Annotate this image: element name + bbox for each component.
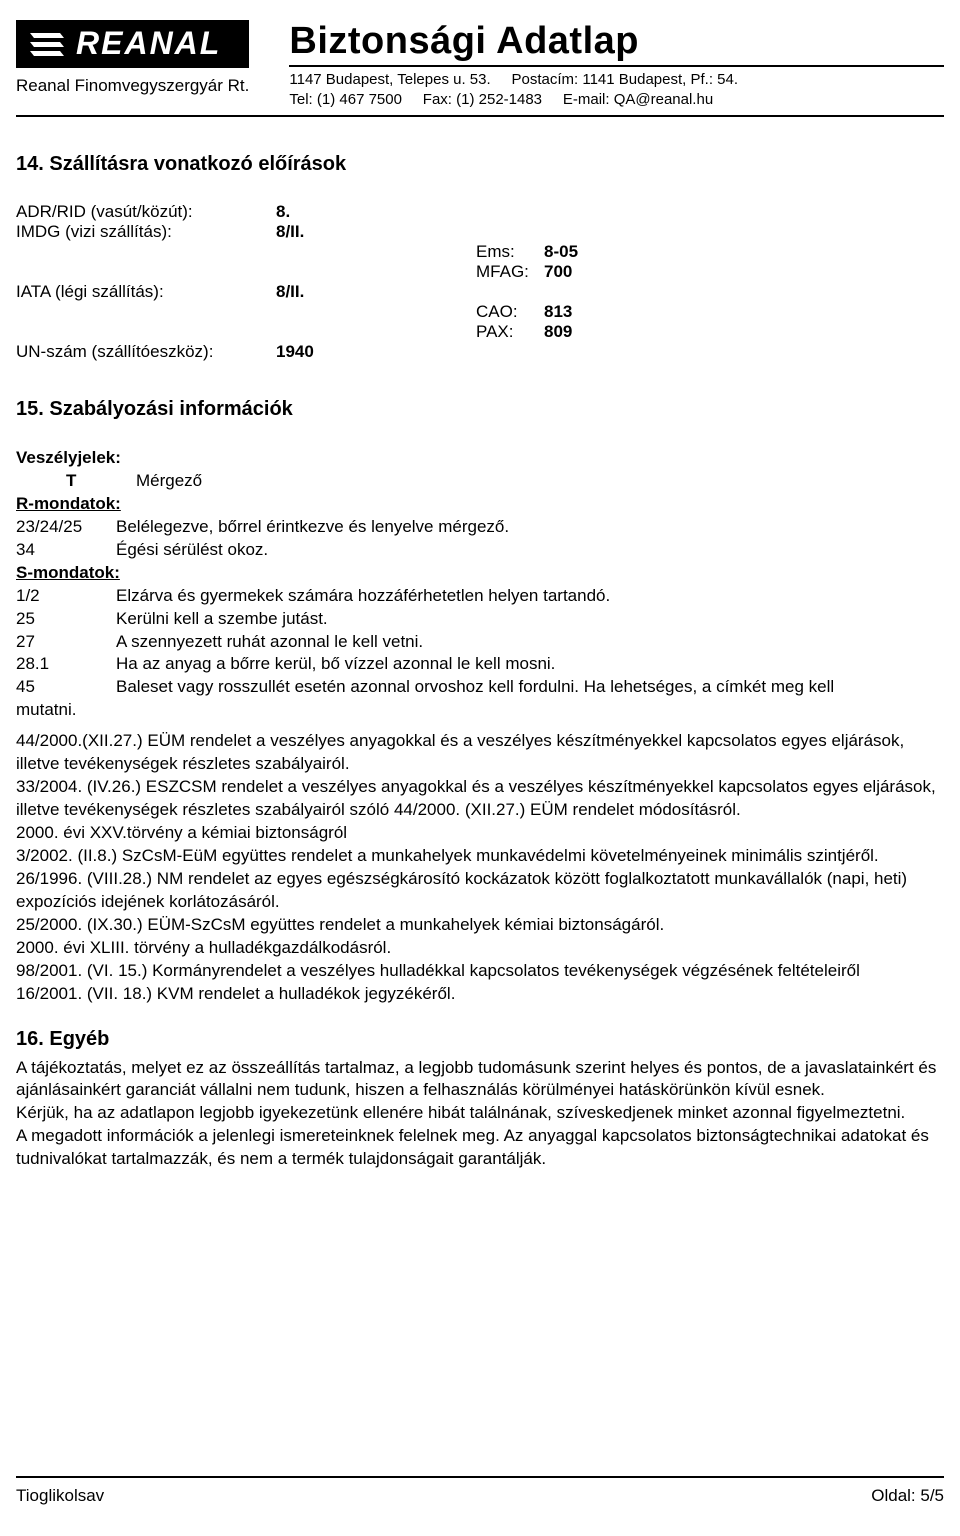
s-code: 25 [16,608,116,631]
tr-label: UN-szám (szállítóeszköz): [16,342,276,362]
header-right: Biztonsági Adatlap 1147 Budapest, Telepe… [289,20,944,109]
fax: Fax: (1) 252-1483 [423,91,542,108]
tr-row-un: UN-szám (szállítóeszköz): 1940 [16,342,944,362]
s-row: 28.1 Ha az anyag a bőrre kerül, bő vízze… [16,653,944,676]
doc-title: Biztonsági Adatlap [289,20,944,63]
tr-row-adr: ADR/RID (vasút/közút): 8. [16,202,944,222]
s-code: 28.1 [16,653,116,676]
tr-value: 8/II. [276,222,476,242]
title-underline [289,65,944,67]
s-row: 1/2 Elzárva és gyermekek számára hozzáfé… [16,585,944,608]
r-text: Égési sérülést okoz. [116,539,944,562]
addr1b: Postacím: 1141 Budapest, Pf.: 54. [512,71,739,88]
tr-key: MFAG: [476,262,544,282]
tr-kv-mfag: MFAG: 700 [476,262,944,282]
s-label: S-mondatok: [16,562,944,585]
company-name: Reanal Finomvegyszergyár Rt. [16,76,249,96]
tel: Tel: (1) 467 7500 [289,91,402,108]
regulation-line: 3/2002. (II.8.) SzCsM-EüM együttes rende… [16,845,944,868]
r-code: 34 [16,539,116,562]
tr-label: IMDG (vizi szállítás): [16,222,276,242]
regulation-line: 33/2004. (IV.26.) ESZCSM rendelet a vesz… [16,776,944,822]
tr-kv-pax: PAX: 809 [476,322,944,342]
footer-left: Tioglikolsav [16,1486,104,1506]
regulation-line: 44/2000.(XII.27.) EÜM rendelet a veszély… [16,730,944,776]
tr-value: 8. [276,202,476,222]
section-16-title: 16. Egyéb [16,1028,944,1051]
logo: REANAL [16,20,249,68]
tr-kv-ems: Ems: 8-05 [476,242,944,262]
s16-para: A tájékoztatás, melyet ez az összeállítá… [16,1057,944,1103]
r-label: R-mondatok: [16,493,944,516]
regulation-line: 25/2000. (IX.30.) EÜM-SzCsM együttes ren… [16,914,944,937]
section-14-title: 14. Szállításra vonatkozó előírások [16,153,944,176]
s-text: Baleset vagy rosszullét esetén azonnal o… [116,676,944,699]
regulation-line: 2000. évi XXV.törvény a kémiai biztonság… [16,822,944,845]
footer: Tioglikolsav Oldal: 5/5 [16,1476,944,1506]
s-code: 1/2 [16,585,116,608]
tr-key: PAX: [476,322,544,342]
s16-para: A megadott információk a jelenlegi ismer… [16,1125,944,1171]
hazard-block: Veszélyjelek: T Mérgező R-mondatok: 23/2… [16,447,944,1006]
section-16-body: A tájékoztatás, melyet ez az összeállítá… [16,1057,944,1172]
header-contact: 1147 Budapest, Telepes u. 53. Postacím: … [289,70,944,109]
hazard-row: T Mérgező [16,470,944,493]
s-row: 25 Kerülni kell a szembe jutást. [16,608,944,631]
tr-val: 700 [544,262,572,282]
tr-key: CAO: [476,302,544,322]
s-text: Ha az anyag a bőrre kerül, bő vízzel azo… [116,653,944,676]
logo-text: REANAL [76,25,221,62]
r-row: 23/24/25 Belélegezve, bőrrel érintkezve … [16,516,944,539]
tr-label: ADR/RID (vasút/közút): [16,202,276,222]
page: REANAL Reanal Finomvegyszergyár Rt. Bizt… [0,0,960,1536]
s-text: A szennyezett ruhát azonnal le kell vetn… [116,631,944,654]
section-15-title: 15. Szabályozási információk [16,398,944,421]
tr-row-iata: IATA (légi szállítás): 8/II. [16,282,944,302]
transport-block: ADR/RID (vasút/közút): 8. IMDG (vizi szá… [16,202,944,362]
s-text: Kerülni kell a szembe jutást. [116,608,944,631]
hazard-code: T [66,470,136,493]
s-text: Elzárva és gyermekek számára hozzáférhet… [116,585,944,608]
tr-row-imdg: IMDG (vizi szállítás): 8/II. [16,222,944,242]
s-code: 45 [16,676,116,699]
hazard-label: Veszélyjelek: [16,447,944,470]
regulation-line: 16/2001. (VII. 18.) KVM rendelet a hulla… [16,983,944,1006]
s-row: 45 Baleset vagy rosszullét esetén azonna… [16,676,944,699]
footer-right: Oldal: 5/5 [871,1486,944,1506]
s-code: 27 [16,631,116,654]
regulation-line: 26/1996. (VIII.28.) NM rendelet az egyes… [16,868,944,914]
header: REANAL Reanal Finomvegyszergyár Rt. Bizt… [16,20,944,109]
header-left: REANAL Reanal Finomvegyszergyár Rt. [16,20,249,96]
s-row: 27 A szennyezett ruhát azonnal le kell v… [16,631,944,654]
tr-val: 809 [544,322,572,342]
tr-value: 8/II. [276,282,476,302]
r-row: 34 Égési sérülést okoz. [16,539,944,562]
tr-value: 1940 [276,342,476,362]
hazard-text: Mérgező [136,470,944,493]
tr-label: IATA (légi szállítás): [16,282,276,302]
tr-val: 8-05 [544,242,578,262]
header-underline [16,115,944,117]
tr-key: Ems: [476,242,544,262]
s45-continuation: mutatni. [16,699,944,722]
regulations-body: 44/2000.(XII.27.) EÜM rendelet a veszély… [16,730,944,1005]
r-text: Belélegezve, bőrrel érintkezve és lenyel… [116,516,944,539]
addr1a: 1147 Budapest, Telepes u. 53. [289,71,490,88]
s16-para: Kérjük, ha az adatlapon legjobb igyekeze… [16,1102,944,1125]
regulation-line: 2000. évi XLIII. törvény a hulladékgazdá… [16,937,944,960]
regulation-line: 98/2001. (VI. 15.) Kormányrendelet a ves… [16,960,944,983]
tr-kv-cao: CAO: 813 [476,302,944,322]
email: E-mail: QA@reanal.hu [563,91,713,108]
tr-val: 813 [544,302,572,322]
logo-stripes-icon [30,31,66,57]
r-code: 23/24/25 [16,516,116,539]
